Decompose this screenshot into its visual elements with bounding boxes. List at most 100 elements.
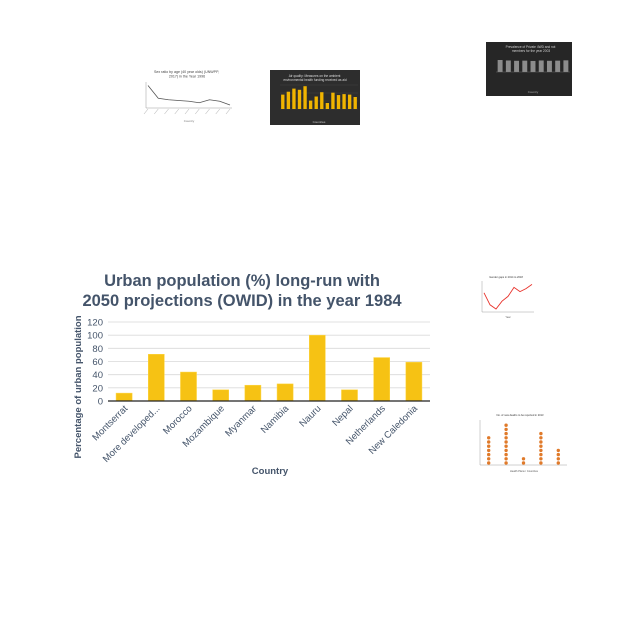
thumbnail-chart-air-quality-plot: Air quality: Measures on the ambient env… — [270, 70, 360, 125]
thumbnail-title: No. of new deaths to be reported in 2013 — [496, 413, 544, 417]
bar — [342, 94, 346, 109]
thumbnail-background — [132, 64, 242, 126]
thumbnail-chart-dot-plot-plot: No. of new deaths to be reported in 2013… — [470, 410, 570, 474]
dot-marker — [504, 457, 508, 461]
dot-marker — [504, 461, 508, 465]
dot-marker — [487, 461, 491, 465]
x-tick-label: Namibia — [259, 403, 292, 436]
thumbnail-chart-red-line-plot: Gender gaps in 2014 to 2018 Year — [474, 272, 536, 320]
dot-marker — [539, 448, 543, 453]
x-tick-mark — [174, 108, 179, 115]
x-axis-title: Country — [184, 119, 195, 123]
thumbnail-chart-sex-ratio-plot: Sex ratio by age (40 year olds) (UNWPP, … — [132, 64, 242, 126]
bar — [336, 95, 341, 109]
dot-marker — [487, 457, 491, 461]
x-tick-label: Nauru — [297, 403, 323, 429]
thumbnail-background — [474, 272, 536, 320]
bar — [281, 94, 285, 109]
dot-marker — [556, 448, 560, 453]
bar — [297, 89, 302, 109]
bar — [331, 92, 335, 109]
y-tick-label: 40 — [92, 370, 103, 381]
y-tick-label: 0 — [98, 397, 103, 408]
bar — [353, 97, 357, 109]
x-tick-label: Nepal — [330, 403, 355, 428]
thumbnail-chart-dot-plot[interactable]: No. of new deaths to be reported in 2013… — [470, 410, 570, 474]
dot-marker — [521, 457, 526, 461]
dot-marker — [539, 457, 543, 461]
dot-marker — [504, 431, 508, 436]
bar — [180, 371, 197, 402]
thumbnail-title: Air quality: Measures on the ambient env… — [283, 74, 346, 82]
bar — [115, 392, 133, 402]
bar — [314, 96, 318, 109]
bar — [286, 91, 291, 109]
bar — [522, 60, 528, 72]
main-chart-urban-population: Urban population (%) long-run with 2050 … — [68, 262, 440, 484]
bar — [244, 384, 262, 402]
bar — [303, 86, 307, 109]
series-line — [483, 284, 533, 310]
x-tick-mark — [184, 108, 190, 115]
y-tick-label: 60 — [92, 357, 103, 368]
y-tick-label: 100 — [87, 331, 103, 342]
x-tick-mark — [205, 108, 210, 115]
dot-marker — [487, 440, 491, 444]
x-axis-title: Countries — [313, 120, 326, 124]
dot-marker — [504, 448, 508, 453]
x-tick-mark — [215, 108, 220, 115]
bar — [546, 60, 552, 72]
x-axis-title: Year — [505, 315, 510, 319]
chart-title-line-2: 2050 projections (OWID) in the year 1984 — [82, 292, 402, 310]
dot-marker — [487, 436, 491, 440]
bar — [212, 389, 229, 402]
bar — [276, 383, 294, 402]
bar — [325, 103, 330, 109]
y-axis-title: Percentage of urban population — [73, 315, 84, 458]
thumbnail-chart-red-line[interactable]: Gender gaps in 2014 to 2018 Year — [474, 272, 536, 320]
dot-marker — [556, 461, 560, 465]
dot-marker — [539, 452, 543, 457]
y-tick-label: 80 — [92, 344, 103, 355]
bar-series — [115, 334, 423, 402]
chart-title-line-1: Urban population (%) long-run with — [104, 272, 380, 290]
dot-marker — [556, 457, 560, 461]
thumbnail-chart-prevalence[interactable]: Prevalence of Private 4WD and not member… — [486, 42, 572, 96]
dot-marker — [504, 440, 508, 444]
dot-marker — [504, 452, 508, 457]
series-line — [147, 85, 231, 106]
bar — [309, 334, 326, 402]
bar — [320, 92, 324, 109]
x-tick-mark — [164, 108, 169, 115]
bar — [308, 100, 313, 109]
dot-marker — [521, 461, 526, 465]
x-axis-title: Country — [252, 466, 289, 477]
dot-marker — [487, 452, 491, 457]
y-tick-label: 20 — [92, 383, 103, 394]
x-axis-title: Country — [528, 90, 539, 94]
thumbnail-chart-sex-ratio[interactable]: Sex ratio by age (40 year olds) (UNWPP, … — [132, 64, 242, 126]
bar — [341, 389, 358, 402]
dot-marker — [556, 452, 560, 457]
dot-marker — [504, 436, 508, 440]
bar — [373, 357, 390, 402]
bar — [555, 60, 561, 72]
dot-marker — [487, 444, 491, 448]
bar — [530, 60, 536, 72]
x-tick-mark — [225, 108, 231, 115]
x-axis-title: Health Plans / Countries — [510, 469, 539, 473]
dot-marker — [539, 444, 543, 448]
x-tick-mark — [154, 108, 159, 115]
dot-marker — [539, 440, 543, 444]
bar — [505, 60, 511, 72]
dot-marker — [504, 444, 508, 448]
x-tick-label: More developed... — [101, 403, 163, 465]
y-tick-labels: 0 20 40 60 80 100 120 — [87, 318, 103, 408]
thumbnail-title: Prevalence of Private 4WD and not member… — [506, 45, 557, 53]
bar — [514, 60, 520, 72]
thumbnail-title: Gender gaps in 2014 to 2018 — [489, 275, 523, 279]
thumbnail-background — [470, 410, 570, 474]
bar — [497, 60, 503, 72]
thumbnail-chart-air-quality[interactable]: Air quality: Measures on the ambient env… — [270, 70, 360, 125]
